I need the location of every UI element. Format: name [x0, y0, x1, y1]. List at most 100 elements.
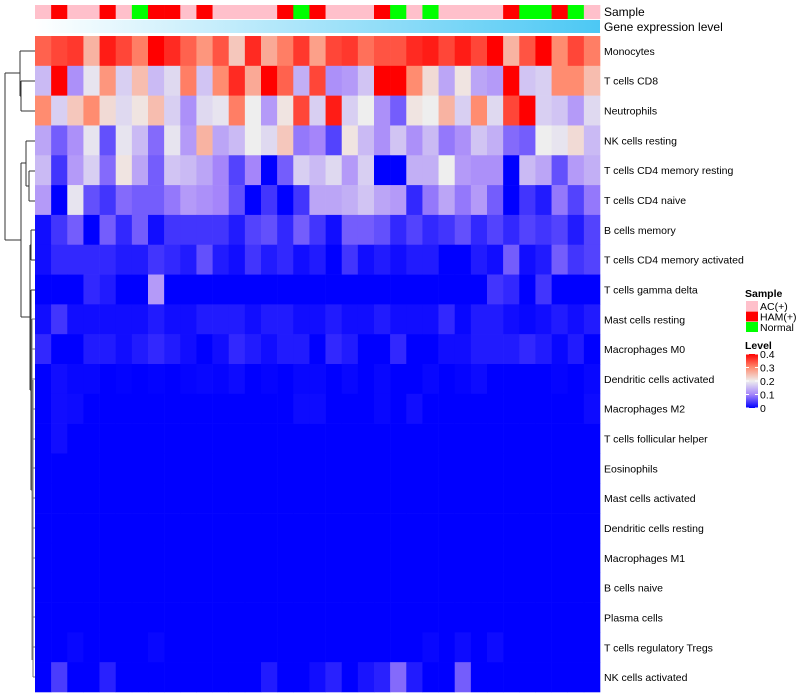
- heatmap-cell: [35, 185, 52, 216]
- sample-annotation-cell: [357, 5, 375, 19]
- heatmap-cell: [83, 602, 100, 633]
- heatmap-cell: [180, 274, 197, 305]
- heatmap-cell: [131, 36, 149, 67]
- heatmap-cell: [309, 155, 326, 186]
- heatmap-cell: [67, 214, 84, 246]
- heatmap-cell: [148, 453, 165, 484]
- heatmap-cell: [341, 155, 359, 186]
- heatmap-cell: [115, 483, 133, 514]
- heatmap-cell: [99, 453, 117, 484]
- heatmap-cell: [293, 364, 310, 395]
- heatmap-cell: [148, 125, 165, 156]
- heatmap-cell: [51, 244, 68, 275]
- heatmap-cell: [67, 393, 84, 424]
- heatmap-cell: [212, 662, 230, 693]
- sample-annotation-cell: [131, 5, 149, 19]
- heatmap-cell: [180, 662, 197, 693]
- heatmap-cell: [325, 602, 343, 633]
- heatmap-cell: [487, 125, 504, 156]
- sample-annotation-cell: [35, 5, 52, 19]
- heatmap-cell: [293, 95, 310, 126]
- heatmap-cell: [567, 602, 585, 633]
- heatmap-cell: [83, 36, 100, 67]
- heatmap-cell: [83, 185, 100, 216]
- heatmap-cell: [406, 542, 423, 574]
- heatmap-cell: [228, 185, 246, 216]
- row-label: Dendritic cells resting: [604, 523, 704, 535]
- heatmap-cell: [357, 244, 375, 275]
- heatmap-cell: [390, 274, 407, 305]
- heatmap-cell: [583, 453, 601, 484]
- sample-annotation-cell: [422, 5, 439, 19]
- heatmap-cell: [293, 453, 310, 484]
- heatmap-cell: [131, 95, 149, 126]
- heatmap-cell: [438, 95, 456, 126]
- heatmap-cell: [422, 662, 439, 693]
- heatmap-cell: [438, 155, 456, 186]
- heatmap-cell: [293, 513, 310, 544]
- heatmap-cell: [406, 572, 423, 603]
- heatmap-cell: [99, 185, 117, 216]
- row-label: T cells CD8: [604, 76, 658, 88]
- heatmap-cell: [83, 364, 100, 395]
- heatmap-cell: [51, 572, 68, 603]
- heatmap-cell: [309, 95, 326, 126]
- heatmap-cell: [325, 334, 343, 365]
- heatmap-cell: [551, 244, 569, 275]
- heatmap-cell: [148, 214, 165, 246]
- heatmap-cell: [535, 65, 552, 96]
- heatmap-cell: [357, 662, 375, 693]
- heatmap-cell: [454, 274, 472, 305]
- heatmap-cell: [470, 155, 488, 186]
- heatmap-cell: [196, 572, 213, 603]
- heatmap-cell: [454, 423, 472, 454]
- heatmap-cell: [535, 95, 552, 126]
- heatmap-cell: [180, 542, 197, 574]
- heatmap-cell: [51, 334, 68, 365]
- heatmap-cell: [487, 662, 504, 693]
- heatmap-cell: [180, 95, 197, 126]
- heatmap-cell: [487, 65, 504, 96]
- heatmap-cell: [164, 453, 181, 484]
- heatmap-cell: [277, 125, 294, 156]
- heatmap-cell: [438, 662, 456, 693]
- sample-annotation-cell: [83, 5, 100, 19]
- heatmap-cell: [67, 65, 84, 96]
- heatmap-cell: [67, 185, 84, 216]
- heatmap-cell: [374, 632, 391, 663]
- heatmap-cell: [277, 155, 294, 186]
- heatmap-cell: [180, 185, 197, 216]
- heatmap-cell: [551, 125, 569, 156]
- heatmap-cell: [51, 542, 68, 574]
- heatmap-cell: [164, 334, 181, 365]
- heatmap-cell: [164, 662, 181, 693]
- heatmap-cell: [164, 602, 181, 633]
- heatmap-cell: [244, 542, 262, 574]
- heatmap-cell: [309, 572, 326, 603]
- heatmap-cell: [422, 304, 439, 335]
- heatmap-cell: [390, 423, 407, 454]
- heatmap-cell: [487, 572, 504, 603]
- heatmap-cell: [583, 602, 601, 633]
- heatmap-cell: [196, 453, 213, 484]
- heatmap-cell: [115, 513, 133, 544]
- heatmap-cell: [83, 453, 100, 484]
- heatmap-cell: [35, 483, 52, 514]
- heatmap-cell: [470, 572, 488, 603]
- heatmap-cell: [325, 513, 343, 544]
- heatmap-cell: [99, 602, 117, 633]
- heatmap-cell: [228, 364, 246, 395]
- heatmap-cell: [535, 423, 552, 454]
- heatmap-cell: [438, 632, 456, 663]
- heatmap-cell: [261, 483, 278, 514]
- heatmap-cell: [503, 483, 520, 514]
- sample-annotation-cell: [277, 5, 294, 19]
- row-label: T cells gamma delta: [604, 284, 698, 296]
- dendrogram-branch: [25, 140, 35, 202]
- heatmap-cell: [293, 304, 310, 335]
- heatmap-cell: [228, 244, 246, 275]
- heatmap-cell: [470, 393, 488, 424]
- heatmap-cell: [148, 185, 165, 216]
- heatmap-cell: [309, 662, 326, 693]
- heatmap-cell: [115, 244, 133, 275]
